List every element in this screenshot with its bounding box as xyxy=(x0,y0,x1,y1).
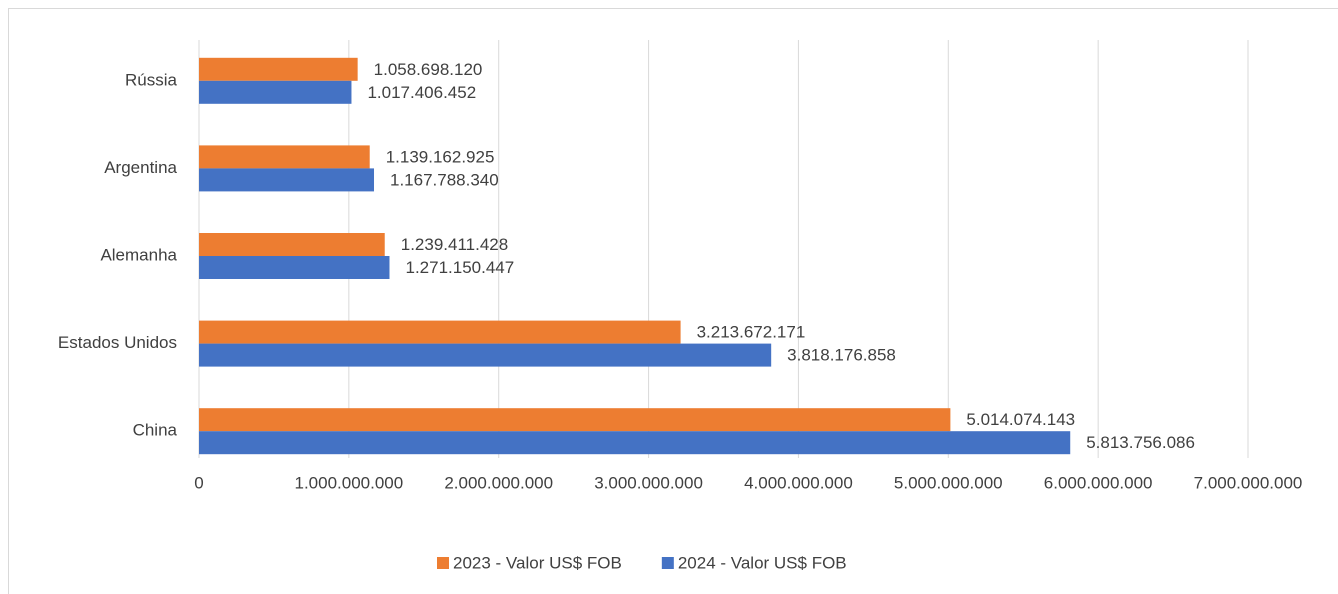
legend-label: 2023 - Valor US$ FOB xyxy=(453,553,622,572)
legend-swatch xyxy=(437,557,449,569)
x-tick-label: 7.000.000.000 xyxy=(1194,473,1303,492)
y-tick-label: Alemanha xyxy=(100,245,177,264)
x-tick-label: 4.000.000.000 xyxy=(744,473,853,492)
data-label: 1.167.788.340 xyxy=(390,170,499,189)
y-tick-label: Rússia xyxy=(125,70,178,89)
bar xyxy=(199,80,352,104)
x-tick-label: 1.000.000.000 xyxy=(294,473,403,492)
bar xyxy=(199,431,1071,455)
data-label: 1.239.411.428 xyxy=(401,235,508,254)
bar xyxy=(199,408,951,432)
y-tick-label: Estados Unidos xyxy=(58,333,177,352)
data-label: 3.818.176.858 xyxy=(787,346,896,365)
y-tick-label: China xyxy=(133,421,178,440)
x-tick-label: 2.000.000.000 xyxy=(444,473,553,492)
data-label: 1.017.406.452 xyxy=(367,83,476,102)
bar xyxy=(199,256,390,279)
data-label: 5.813.756.086 xyxy=(1086,433,1195,452)
data-label: 1.139.162.925 xyxy=(386,147,495,166)
bar xyxy=(199,343,772,367)
bar xyxy=(199,145,370,169)
data-label: 5.014.074.143 xyxy=(966,410,1075,429)
bar xyxy=(199,233,385,256)
bar xyxy=(199,57,358,81)
x-tick-label: 0 xyxy=(194,473,203,492)
data-label: 1.058.698.120 xyxy=(374,60,483,79)
bar xyxy=(199,168,375,192)
y-tick-label: Argentina xyxy=(104,158,177,177)
data-label: 1.271.150.447 xyxy=(405,258,514,277)
x-tick-label: 5.000.000.000 xyxy=(894,473,1003,492)
legend-swatch xyxy=(661,557,674,569)
chart-border xyxy=(8,8,1338,594)
legend-label: 2024 - Valor US$ FOB xyxy=(678,553,847,572)
bar xyxy=(199,320,681,344)
data-label: 3.213.672.171 xyxy=(697,323,806,342)
x-tick-label: 3.000.000.000 xyxy=(594,473,703,492)
x-tick-label: 6.000.000.000 xyxy=(1044,473,1153,492)
